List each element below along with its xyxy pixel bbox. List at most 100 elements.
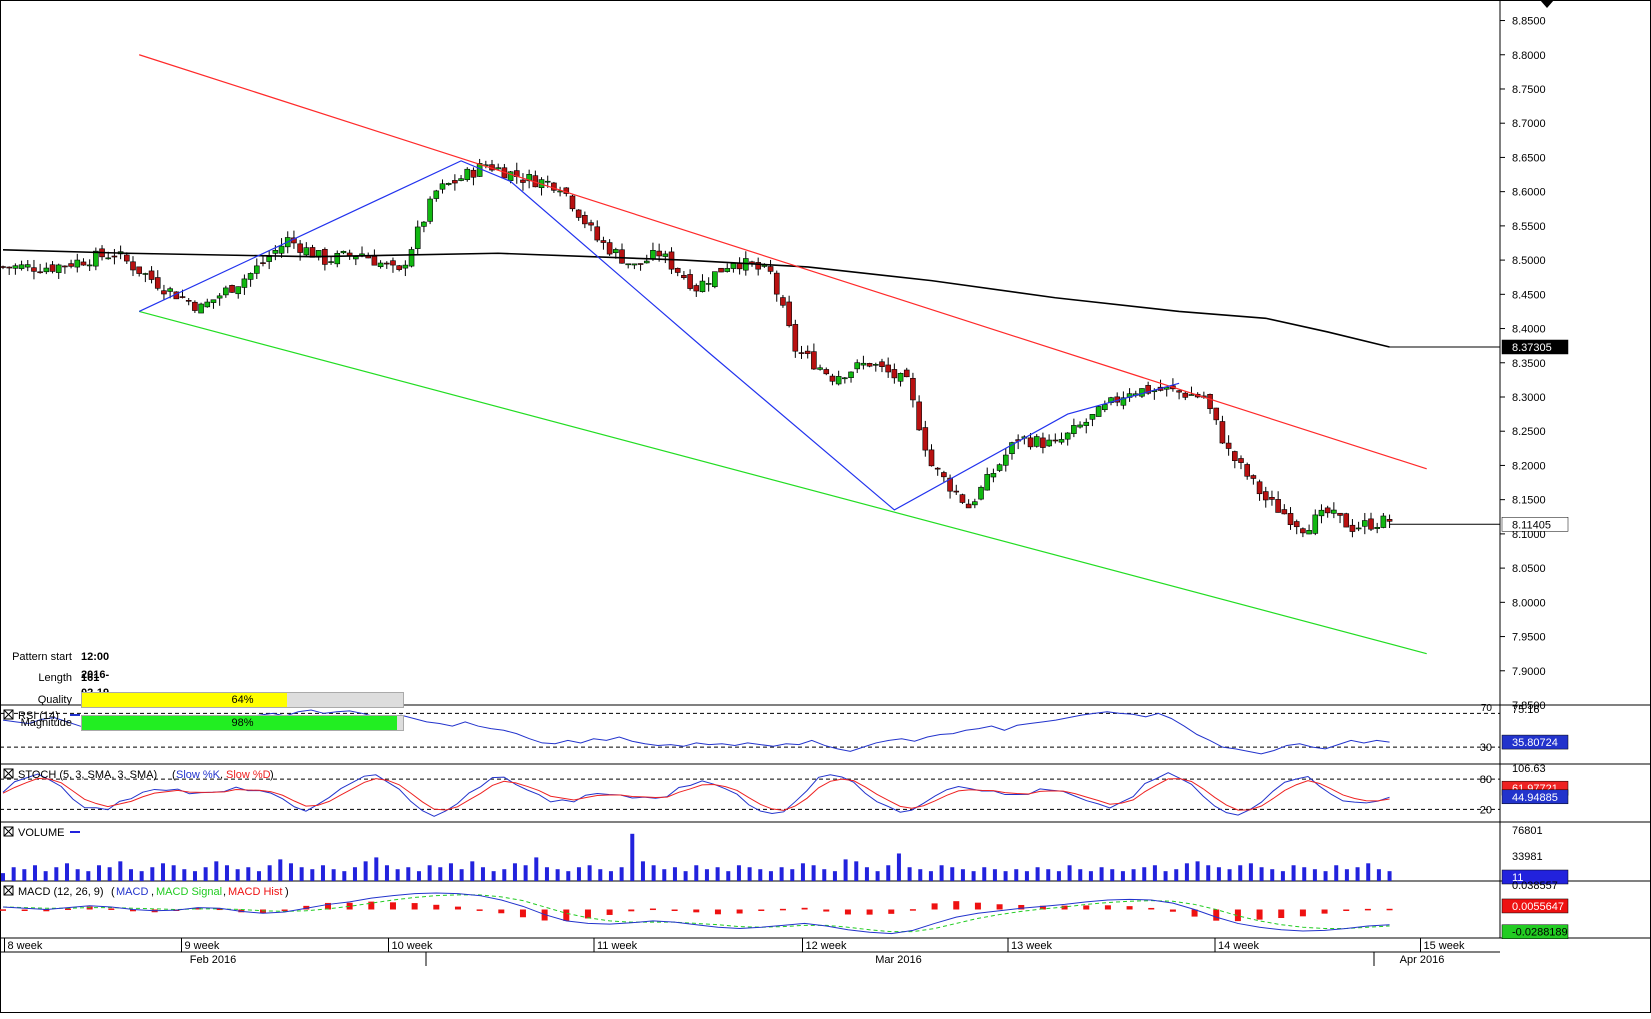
volume-max-label: 76801 bbox=[1512, 825, 1543, 837]
candle-body bbox=[43, 267, 50, 273]
month-label: Feb 2016 bbox=[190, 954, 236, 966]
candle-body bbox=[1027, 437, 1034, 448]
candle-body bbox=[353, 256, 359, 260]
candle-body bbox=[575, 209, 582, 218]
macd-value-tag-box bbox=[1501, 924, 1569, 939]
volume-bar bbox=[171, 865, 176, 881]
volume-bar bbox=[811, 865, 816, 881]
price-tick-label: 8.4000 bbox=[1512, 324, 1546, 336]
macd-hist-bar bbox=[779, 908, 786, 911]
volume-bar bbox=[224, 865, 229, 881]
candle-body bbox=[278, 245, 285, 254]
candle-body bbox=[179, 296, 186, 298]
candle-body bbox=[12, 265, 19, 269]
candle-body bbox=[693, 285, 700, 292]
candle-body bbox=[1058, 439, 1065, 443]
stoch-d-line bbox=[2, 777, 1390, 811]
volume-bar bbox=[1003, 871, 1008, 881]
macd-hist-bar bbox=[433, 904, 440, 910]
candle-body bbox=[972, 501, 978, 506]
macd-legend-sep1: , bbox=[151, 886, 154, 898]
candle-body bbox=[569, 195, 576, 210]
volume-bar bbox=[1067, 865, 1072, 881]
volume-bar bbox=[1334, 865, 1339, 881]
candle-body bbox=[1095, 406, 1102, 417]
macd-legend-macd: MACD bbox=[116, 886, 148, 898]
candle-body bbox=[910, 377, 916, 401]
candle-body bbox=[594, 226, 601, 241]
volume-bar bbox=[736, 865, 741, 881]
volume-bar bbox=[1312, 869, 1317, 881]
candle-body bbox=[1343, 513, 1350, 528]
volume-bar bbox=[875, 871, 880, 881]
candle-body bbox=[377, 262, 384, 268]
price-tick-label: 8.8000 bbox=[1512, 50, 1546, 62]
volume-bar bbox=[1099, 867, 1104, 881]
candle-body bbox=[204, 301, 211, 308]
macd-value-tag-text: -0.0288189 bbox=[1512, 927, 1568, 939]
stoch-80-label: 80 bbox=[1480, 774, 1492, 786]
candle-body bbox=[984, 474, 991, 491]
volume-bar bbox=[1184, 863, 1189, 881]
candle-body bbox=[854, 362, 861, 370]
volume-bar bbox=[438, 867, 443, 881]
volume-bar bbox=[64, 863, 69, 881]
volume-bar bbox=[1035, 867, 1040, 881]
volume-bar bbox=[150, 867, 155, 881]
macd-max-label: 0.038557 bbox=[1512, 880, 1558, 892]
macd-hist-bar bbox=[216, 908, 223, 911]
volume-value-tag-text: 11 bbox=[1512, 872, 1523, 884]
candle-body bbox=[712, 271, 718, 288]
volume-bar bbox=[1024, 871, 1029, 881]
price-tick-label: 8.0500 bbox=[1512, 563, 1546, 575]
magnitude-bar-fill bbox=[82, 716, 397, 730]
candle-body bbox=[767, 266, 774, 272]
macd-hist-bar bbox=[129, 909, 136, 912]
candle-body bbox=[1102, 404, 1108, 411]
candle-body bbox=[934, 467, 941, 470]
stoch-legend-close: ) bbox=[270, 769, 274, 781]
week-label: 9 week bbox=[185, 940, 220, 952]
candle-body bbox=[1318, 509, 1325, 517]
candle-body bbox=[1120, 397, 1127, 406]
volume-bar bbox=[886, 865, 891, 881]
candle-body bbox=[786, 301, 792, 327]
candle-body bbox=[718, 267, 724, 273]
candle-body bbox=[402, 264, 409, 269]
candle-body bbox=[842, 377, 848, 380]
candle-body bbox=[272, 250, 279, 254]
candle-body bbox=[247, 273, 254, 280]
macd-hist-bar bbox=[1299, 909, 1306, 917]
volume-bar bbox=[619, 867, 624, 881]
stoch-k-value-tag-box bbox=[1501, 789, 1569, 805]
volume-bar bbox=[566, 871, 571, 881]
candle-body bbox=[383, 262, 390, 265]
macd-hist-bar bbox=[649, 908, 656, 911]
volume-bar bbox=[1, 873, 5, 881]
quality-label: Quality bbox=[37, 694, 72, 706]
magnitude-value: 98% bbox=[231, 717, 254, 729]
candle-body bbox=[959, 494, 966, 503]
candle-body bbox=[62, 265, 68, 268]
candle-body bbox=[582, 215, 588, 225]
candle-body bbox=[452, 180, 458, 184]
volume-bar bbox=[843, 859, 848, 881]
volume-bar bbox=[1152, 865, 1157, 881]
candle-body bbox=[130, 261, 136, 271]
macd-hist-bar bbox=[1278, 909, 1285, 919]
candle-body bbox=[445, 182, 452, 185]
volume-bar bbox=[427, 865, 432, 881]
volume-bar bbox=[203, 867, 208, 881]
candle-body bbox=[885, 364, 891, 373]
volume-bar bbox=[1238, 865, 1243, 881]
rsi-title: RSI (14) bbox=[18, 710, 59, 722]
rsi-value-tag-box bbox=[1501, 734, 1569, 750]
candle-body bbox=[161, 290, 167, 295]
macd-hist-bar bbox=[1169, 909, 1176, 912]
candle-body bbox=[990, 473, 997, 478]
stoch-20-label: 20 bbox=[1480, 804, 1492, 816]
volume-bar bbox=[555, 869, 560, 881]
candle-body bbox=[879, 361, 885, 367]
